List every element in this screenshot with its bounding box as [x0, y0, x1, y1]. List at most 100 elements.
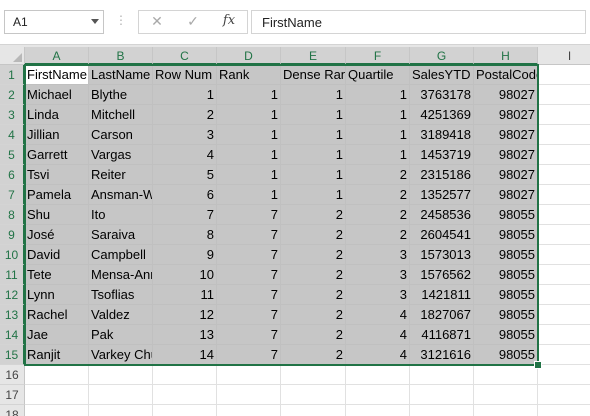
cell-c3[interactable]: 2: [153, 105, 217, 125]
cell-h4[interactable]: 98027: [474, 125, 538, 145]
cell-g18[interactable]: [410, 405, 474, 416]
cell-h16[interactable]: [474, 365, 538, 385]
name-box[interactable]: A1: [4, 10, 104, 34]
cell-f10[interactable]: 3: [346, 245, 410, 265]
cell-i7[interactable]: [538, 185, 590, 205]
cell-g7[interactable]: 1352577: [410, 185, 474, 205]
cell-d14[interactable]: 7: [217, 325, 281, 345]
cell-f12[interactable]: 3: [346, 285, 410, 305]
cell-d6[interactable]: 1: [217, 165, 281, 185]
cell-a13[interactable]: Rachel: [25, 305, 89, 325]
cell-h17[interactable]: [474, 385, 538, 405]
cell-e18[interactable]: [281, 405, 346, 416]
check-icon[interactable]: ✓: [187, 13, 199, 29]
cell-d2[interactable]: 1: [217, 85, 281, 105]
cell-i5[interactable]: [538, 145, 590, 165]
cell-g15[interactable]: 3121616: [410, 345, 474, 365]
row-header-1[interactable]: 1: [0, 65, 25, 85]
cell-d9[interactable]: 7: [217, 225, 281, 245]
cell-g1[interactable]: SalesYTD: [410, 65, 474, 85]
cell-a4[interactable]: Jillian: [25, 125, 89, 145]
cell-e6[interactable]: 1: [281, 165, 346, 185]
row-header-4[interactable]: 4: [0, 125, 25, 145]
cell-e11[interactable]: 2: [281, 265, 346, 285]
row-header-9[interactable]: 9: [0, 225, 25, 245]
row-header-13[interactable]: 13: [0, 305, 25, 325]
cell-g17[interactable]: [410, 385, 474, 405]
row-header-7[interactable]: 7: [0, 185, 25, 205]
cell-f5[interactable]: 1: [346, 145, 410, 165]
cell-e16[interactable]: [281, 365, 346, 385]
cell-d1[interactable]: Rank: [217, 65, 281, 85]
column-header-b[interactable]: B: [89, 47, 153, 65]
cell-i12[interactable]: [538, 285, 590, 305]
cell-d12[interactable]: 7: [217, 285, 281, 305]
cell-f7[interactable]: 2: [346, 185, 410, 205]
cell-g11[interactable]: 1576562: [410, 265, 474, 285]
row-header-3[interactable]: 3: [0, 105, 25, 125]
column-header-e[interactable]: E: [281, 47, 346, 65]
cell-f16[interactable]: [346, 365, 410, 385]
cell-i6[interactable]: [538, 165, 590, 185]
cell-d4[interactable]: 1: [217, 125, 281, 145]
cell-c17[interactable]: [153, 385, 217, 405]
function-icon[interactable]: fx: [222, 13, 236, 28]
cell-h2[interactable]: 98027: [474, 85, 538, 105]
cell-f14[interactable]: 4: [346, 325, 410, 345]
cell-e12[interactable]: 2: [281, 285, 346, 305]
cell-c15[interactable]: 14: [153, 345, 217, 365]
cell-b1[interactable]: LastName: [89, 65, 153, 85]
cell-d16[interactable]: [217, 365, 281, 385]
cell-a8[interactable]: Shu: [25, 205, 89, 225]
cell-h10[interactable]: 98055: [474, 245, 538, 265]
cell-g13[interactable]: 1827067: [410, 305, 474, 325]
cell-f17[interactable]: [346, 385, 410, 405]
cell-g6[interactable]: 2315186: [410, 165, 474, 185]
cell-b12[interactable]: Tsoflias: [89, 285, 153, 305]
cell-h7[interactable]: 98027: [474, 185, 538, 205]
cell-b16[interactable]: [89, 365, 153, 385]
cell-c5[interactable]: 4: [153, 145, 217, 165]
cell-h1[interactable]: PostalCode: [474, 65, 538, 85]
cell-f6[interactable]: 2: [346, 165, 410, 185]
cell-e7[interactable]: 1: [281, 185, 346, 205]
cell-g8[interactable]: 2458536: [410, 205, 474, 225]
cell-c8[interactable]: 7: [153, 205, 217, 225]
cell-b6[interactable]: Reiter: [89, 165, 153, 185]
cell-g10[interactable]: 1573013: [410, 245, 474, 265]
cell-d15[interactable]: 7: [217, 345, 281, 365]
cell-c10[interactable]: 9: [153, 245, 217, 265]
cell-e17[interactable]: [281, 385, 346, 405]
column-header-a[interactable]: A: [25, 47, 89, 65]
cell-h15[interactable]: 98055: [474, 345, 538, 365]
cell-g9[interactable]: 2604541: [410, 225, 474, 245]
cell-d3[interactable]: 1: [217, 105, 281, 125]
row-header-10[interactable]: 10: [0, 245, 25, 265]
column-header-f[interactable]: F: [346, 47, 410, 65]
cell-h11[interactable]: 98055: [474, 265, 538, 285]
cell-g5[interactable]: 1453719: [410, 145, 474, 165]
cell-f8[interactable]: 2: [346, 205, 410, 225]
cell-b10[interactable]: Campbell: [89, 245, 153, 265]
cell-e4[interactable]: 1: [281, 125, 346, 145]
cell-i8[interactable]: [538, 205, 590, 225]
cell-a18[interactable]: [25, 405, 89, 416]
cell-d17[interactable]: [217, 385, 281, 405]
cell-b7[interactable]: Ansman-Wolfe: [89, 185, 153, 205]
cell-a1[interactable]: FirstName: [25, 65, 89, 85]
cell-e15[interactable]: 2: [281, 345, 346, 365]
column-header-i[interactable]: I: [538, 47, 590, 65]
cell-i10[interactable]: [538, 245, 590, 265]
fill-handle[interactable]: [534, 361, 542, 369]
cell-e3[interactable]: 1: [281, 105, 346, 125]
cell-h8[interactable]: 98055: [474, 205, 538, 225]
cell-a17[interactable]: [25, 385, 89, 405]
cell-b9[interactable]: Saraiva: [89, 225, 153, 245]
cell-c13[interactable]: 12: [153, 305, 217, 325]
row-header-17[interactable]: 17: [0, 385, 25, 405]
row-header-5[interactable]: 5: [0, 145, 25, 165]
cell-e14[interactable]: 2: [281, 325, 346, 345]
cell-c6[interactable]: 5: [153, 165, 217, 185]
cell-c7[interactable]: 6: [153, 185, 217, 205]
cell-e13[interactable]: 2: [281, 305, 346, 325]
